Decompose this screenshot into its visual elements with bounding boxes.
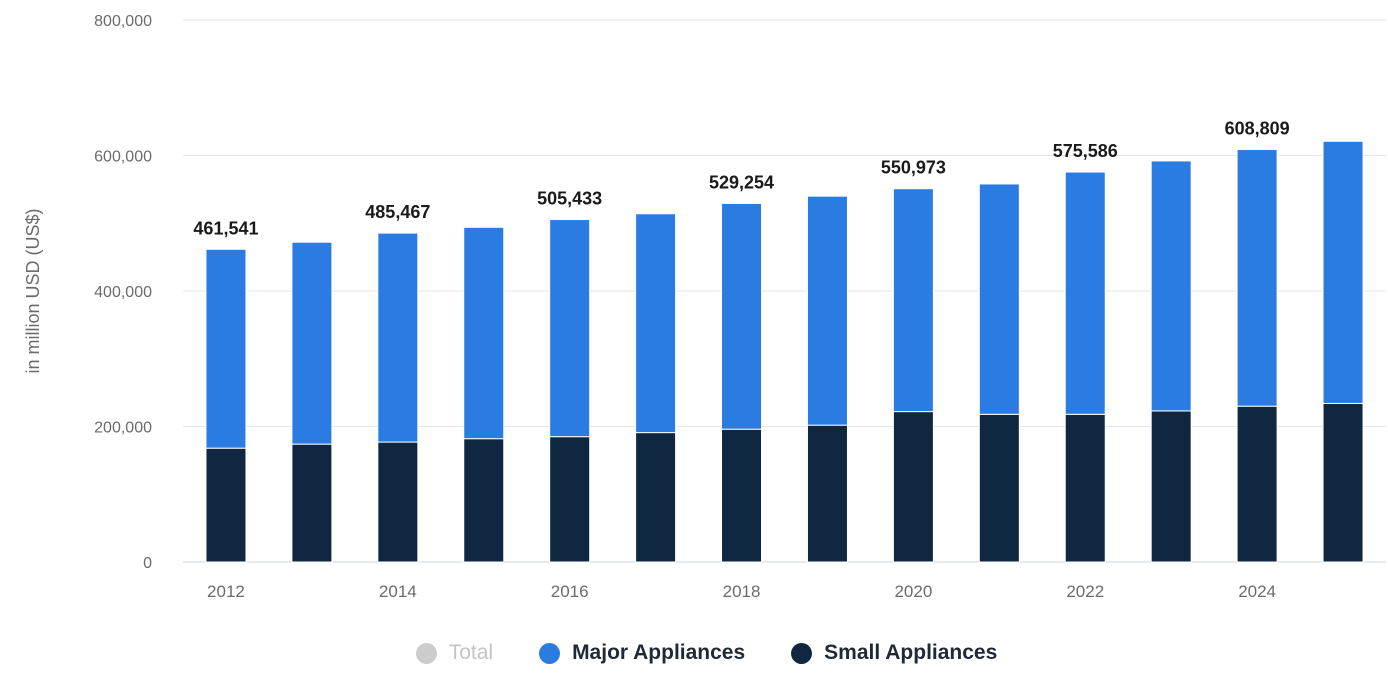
- x-tick-label-2020: 2020: [894, 582, 932, 601]
- bar-major-appliances-2019: [806, 195, 848, 426]
- bar-major-appliances-2023: [1150, 160, 1192, 412]
- legend: Total Major Appliances Small Appliances: [0, 636, 1388, 670]
- total-label-2020: 550,973: [881, 158, 946, 178]
- total-label-2014: 485,467: [365, 202, 430, 222]
- x-tick-label-2012: 2012: [207, 582, 245, 601]
- legend-label-major-appliances: Major Appliances: [572, 641, 746, 664]
- total-label-2016: 505,433: [537, 189, 602, 209]
- bar-small-appliances-2012: [205, 447, 247, 563]
- bar-major-appliances-2025: [1322, 140, 1364, 404]
- bar-small-appliances-2019: [806, 424, 848, 563]
- bar-major-appliances-2018: [721, 202, 763, 430]
- total-label-2022: 575,586: [1053, 141, 1118, 161]
- bar-small-appliances-2014: [377, 441, 419, 563]
- bar-major-appliances-2016: [549, 219, 591, 438]
- bar-small-appliances-2025: [1322, 402, 1364, 563]
- bar-major-appliances-2024: [1236, 149, 1278, 407]
- legend-item-total[interactable]: Total: [415, 641, 494, 665]
- total-label-2012: 461,541: [193, 218, 258, 238]
- bar-small-appliances-2015: [463, 438, 505, 563]
- bar-major-appliances-2013: [291, 241, 333, 445]
- bar-small-appliances-2021: [978, 413, 1020, 563]
- legend-label-small-appliances: Small Appliances: [824, 641, 998, 664]
- y-axis-title: in million USD (US$): [23, 208, 43, 373]
- bar-small-appliances-2020: [892, 411, 934, 563]
- bar-major-appliances-2014: [377, 232, 419, 443]
- y-tick-label-4: 800,000: [94, 13, 152, 30]
- bar-major-appliances-2015: [463, 226, 505, 440]
- bar-major-appliances-2021: [978, 183, 1020, 415]
- x-tick-label-2024: 2024: [1238, 582, 1276, 601]
- bar-major-appliances-2020: [892, 188, 934, 413]
- total-label-2018: 529,254: [709, 172, 774, 192]
- y-tick-label-1: 200,000: [94, 420, 152, 437]
- legend-item-small-appliances[interactable]: Small Appliances: [791, 641, 997, 665]
- total-label-2024: 608,809: [1225, 119, 1290, 139]
- x-tick-label-2014: 2014: [379, 582, 417, 601]
- bar-small-appliances-2013: [291, 443, 333, 563]
- x-tick-label-2016: 2016: [551, 582, 589, 601]
- legend-dot-major-appliances: [539, 642, 561, 664]
- legend-label-total: Total: [448, 641, 494, 664]
- bar-major-appliances-2017: [635, 213, 677, 434]
- bar-small-appliances-2022: [1064, 413, 1106, 563]
- bar-small-appliances-2018: [721, 428, 763, 563]
- bar-small-appliances-2023: [1150, 410, 1192, 563]
- bar-small-appliances-2024: [1236, 405, 1278, 563]
- legend-dot-total: [415, 642, 437, 664]
- bar-major-appliances-2022: [1064, 171, 1106, 415]
- y-tick-label-3: 600,000: [94, 149, 152, 166]
- y-tick-label-0: 0: [143, 555, 152, 572]
- legend-item-major-appliances[interactable]: Major Appliances: [539, 641, 745, 665]
- bar-small-appliances-2016: [549, 436, 591, 563]
- x-tick-label-2022: 2022: [1066, 582, 1104, 601]
- bar-major-appliances-2012: [205, 248, 247, 449]
- x-tick-label-2018: 2018: [723, 582, 761, 601]
- y-tick-label-2: 400,000: [94, 284, 152, 301]
- bar-small-appliances-2017: [635, 432, 677, 563]
- legend-dot-small-appliances: [791, 642, 813, 664]
